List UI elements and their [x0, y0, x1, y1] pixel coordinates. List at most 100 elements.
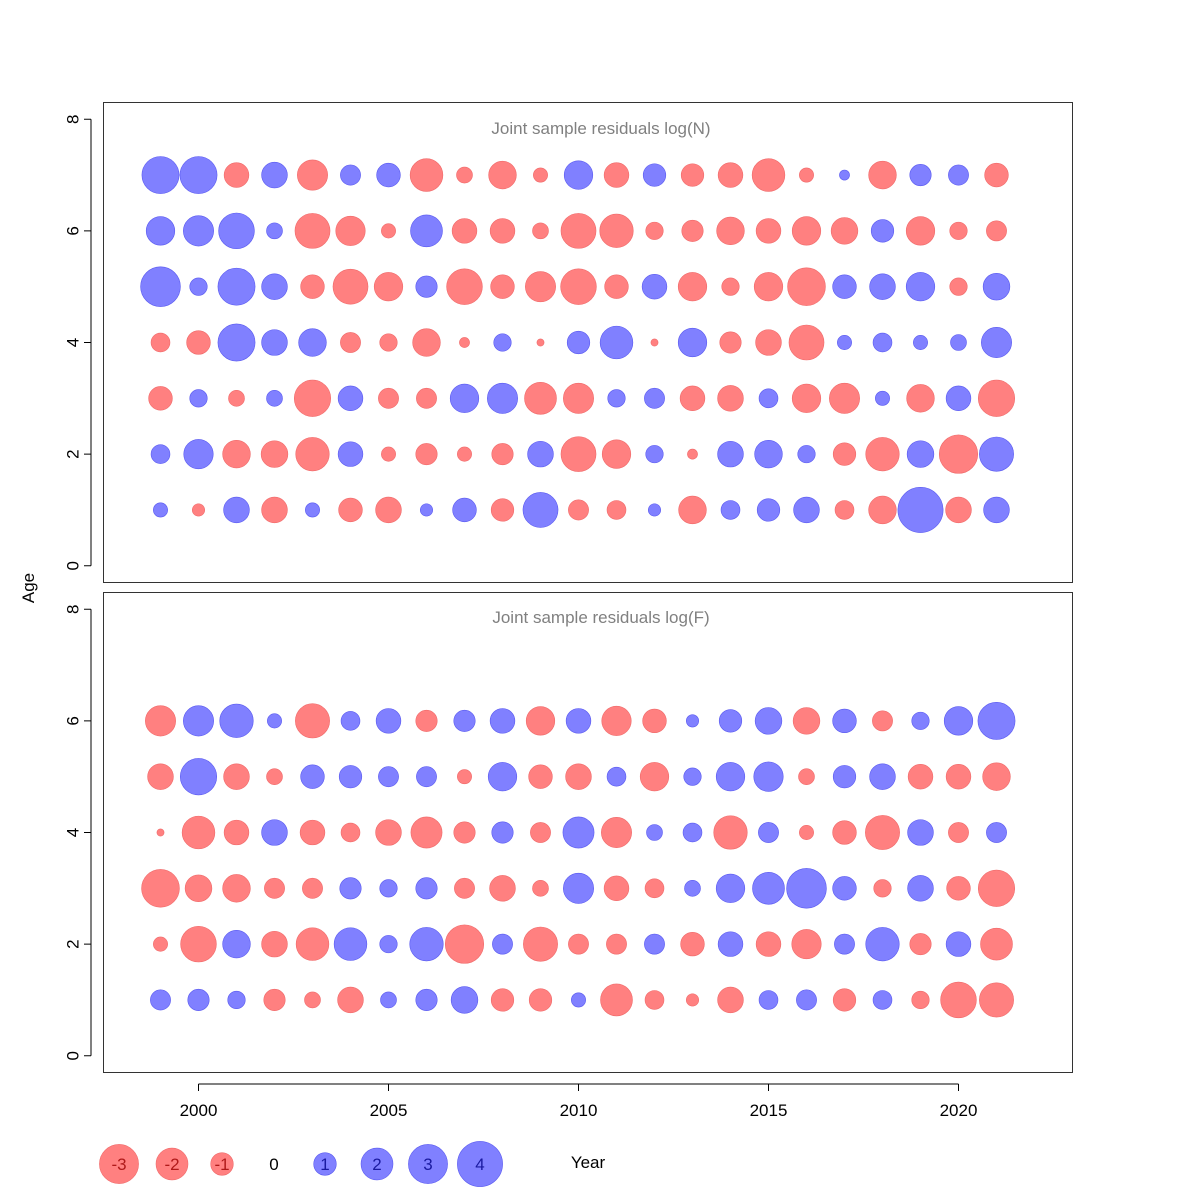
residual-bubble [949, 277, 968, 296]
residual-bubble [150, 332, 171, 353]
residual-bubble [642, 708, 667, 734]
residual-bubble [453, 821, 476, 844]
residual-bubble [607, 389, 626, 408]
residual-bubble [641, 274, 668, 300]
residual-bubble [752, 872, 785, 905]
residual-bubble [489, 875, 516, 902]
x-tick-label: 2005 [370, 1101, 408, 1120]
residual-bubble [983, 496, 1010, 524]
residual-bubble [532, 880, 549, 897]
residual-bubble [798, 768, 815, 785]
residual-bubble [181, 815, 216, 850]
residual-bubble [755, 931, 782, 957]
residual-bubble [487, 382, 518, 414]
residual-bubble [300, 274, 325, 299]
residual-bubble [717, 162, 744, 188]
residual-bubble [457, 446, 472, 462]
residual-bubble [601, 705, 632, 736]
residual-bubble [601, 817, 632, 848]
residual-bubble [184, 874, 213, 902]
residual-bubble [603, 875, 630, 901]
residual-bubble [410, 816, 443, 849]
residual-bubble [335, 215, 366, 246]
residual-bubble [180, 925, 217, 963]
residual-bubble [677, 272, 708, 302]
residual-bubble [606, 933, 627, 955]
residual-bubble [415, 275, 438, 298]
residual-bubble [294, 213, 331, 249]
residual-bubble [986, 822, 1007, 843]
residual-bubble [156, 828, 165, 837]
residual-bubble [261, 930, 288, 958]
residual-bubble [865, 927, 900, 962]
residual-bubble [678, 495, 707, 525]
residual-bubble [568, 499, 589, 521]
residual-bubble [183, 215, 214, 247]
residual-bubble [299, 819, 326, 846]
residual-bubble [869, 273, 896, 300]
panel-frame-bottom [103, 592, 1073, 1073]
residual-bubble [977, 869, 1016, 907]
residual-bubble [147, 763, 174, 790]
residual-bubble [950, 334, 967, 351]
residual-bubble [525, 706, 556, 736]
residual-bubble [683, 767, 702, 786]
residual-bubble [565, 708, 592, 734]
y-tick-label: 2 [63, 449, 82, 458]
legend-bubble [99, 1144, 139, 1184]
residual-bubble [145, 705, 176, 737]
residual-bubble [945, 931, 972, 957]
residual-bubble [791, 383, 822, 413]
residual-bubble [717, 385, 744, 412]
residual-bubble [373, 272, 404, 302]
residual-bubble [491, 821, 514, 844]
residual-bubble [792, 707, 821, 735]
residual-bubble [179, 156, 218, 194]
residual-bubble [650, 338, 659, 347]
residual-bubble [189, 277, 208, 296]
residual-bubble [677, 327, 708, 358]
residual-bubble [379, 935, 398, 954]
residual-bubble [298, 328, 327, 357]
y-axis-top: 0 2 4 6 8 [63, 115, 92, 570]
residual-bubble [376, 162, 401, 188]
residual-bubble [300, 764, 325, 789]
residual-bubble [525, 271, 556, 303]
residual-bubble [603, 162, 630, 188]
residual-bubble [263, 988, 286, 1011]
residual-bubble [907, 764, 934, 790]
residual-bubble [338, 497, 363, 523]
residual-bubble [189, 389, 208, 408]
y-tick-label: 6 [63, 716, 82, 725]
residual-bubble [682, 822, 703, 843]
panel-title-log-f: Joint sample residuals log(F) [492, 608, 709, 627]
residual-bubble [977, 702, 1016, 740]
residual-bubble [228, 390, 245, 407]
residual-bubble [599, 213, 634, 248]
residual-bubble [217, 323, 256, 362]
residual-bubble [490, 988, 515, 1012]
residual-bubble [948, 822, 969, 843]
residual-bubble [982, 273, 1011, 301]
residual-bubble [717, 931, 744, 957]
residual-bubble [375, 819, 402, 846]
residual-bubble [832, 820, 857, 845]
residual-bubble [523, 926, 558, 962]
residual-bubble [340, 164, 361, 186]
residual-bubble [791, 216, 822, 246]
residual-bubble [834, 933, 855, 955]
legend-label: -1 [214, 1155, 229, 1174]
residual-bubble [493, 333, 512, 352]
residual-bubble [639, 762, 670, 792]
residual-bubble [687, 448, 698, 460]
legend-label: 2 [372, 1155, 381, 1174]
residual-bubble [563, 382, 594, 414]
residual-bubble [491, 443, 514, 466]
residual-bubble [218, 212, 255, 250]
residual-bubble [337, 441, 364, 467]
residual-bubble [153, 502, 168, 518]
residual-bubble [721, 277, 740, 296]
residual-bubble [222, 439, 251, 469]
residual-bubble [719, 331, 742, 354]
